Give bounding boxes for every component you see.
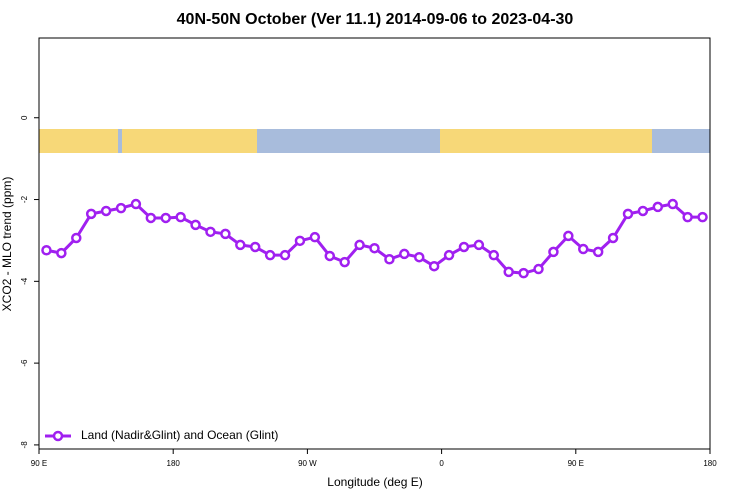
data-point <box>309 231 321 243</box>
data-point <box>458 241 470 253</box>
data-point <box>56 247 67 259</box>
x-tick-label: 90 E <box>31 459 47 468</box>
data-point <box>592 246 604 258</box>
y-axis-label: XCO2 - MLO trend (ppm) <box>0 177 14 312</box>
plot-frame <box>38 37 711 450</box>
data-point <box>652 201 664 213</box>
x-tick-label: 0 <box>439 459 444 468</box>
data-point <box>160 212 171 224</box>
y-tick-label: -4 <box>20 277 29 285</box>
y-tick-label: -8 <box>20 441 29 449</box>
data-point <box>578 243 589 255</box>
data-point <box>369 242 380 254</box>
data-point <box>249 241 261 253</box>
chart-title: 40N-50N October (Ver 11.1) 2014-09-06 to… <box>177 11 574 28</box>
data-point <box>354 239 365 251</box>
land <box>39 129 118 153</box>
y-tick-label: -6 <box>20 359 29 367</box>
data-point <box>145 212 157 224</box>
y-tick-label: -2 <box>20 195 29 203</box>
legend-label: Land (Nadir&Glint) and Ocean (Glint) <box>81 428 278 442</box>
data-point <box>563 230 574 242</box>
data-point <box>294 235 306 247</box>
data-point <box>503 266 514 278</box>
data-point <box>413 251 425 263</box>
land <box>122 129 257 153</box>
data-point <box>518 267 529 279</box>
data-point <box>71 232 82 244</box>
data-point <box>130 198 142 210</box>
x-tick-label: 90 W <box>298 459 317 468</box>
data-point <box>488 249 500 261</box>
land <box>440 129 652 153</box>
data-point <box>443 249 455 261</box>
data-point <box>205 226 216 238</box>
y-tick-label: 0 <box>20 115 29 120</box>
data-point <box>697 211 708 223</box>
data-point <box>324 250 336 262</box>
x-tick-label: 180 <box>167 459 181 468</box>
x-tick-label: 180 <box>703 459 717 468</box>
data-point <box>473 239 485 251</box>
data-point <box>41 244 52 256</box>
data-point <box>115 202 127 214</box>
data-point <box>667 198 678 210</box>
data-point <box>682 211 693 223</box>
data-point <box>428 260 440 272</box>
data-point <box>399 248 410 260</box>
data-point <box>85 208 97 220</box>
data-point <box>264 249 276 261</box>
data-point <box>279 249 291 261</box>
data-point <box>622 208 634 220</box>
data-point <box>175 211 186 223</box>
data-point <box>533 263 544 275</box>
x-axis-label: Longitude (deg E) <box>327 475 422 489</box>
data-point <box>220 228 231 240</box>
data-point <box>190 219 201 231</box>
data-point <box>100 205 112 217</box>
series-line <box>46 202 703 275</box>
data-point <box>384 253 395 265</box>
map-strip <box>39 129 710 153</box>
data-point <box>235 239 246 251</box>
data-point <box>607 232 619 244</box>
legend-marker <box>52 430 64 442</box>
data-point <box>339 256 350 268</box>
x-tick-label: 90 E <box>568 459 584 468</box>
data-point <box>637 205 649 217</box>
data-point <box>548 246 559 258</box>
